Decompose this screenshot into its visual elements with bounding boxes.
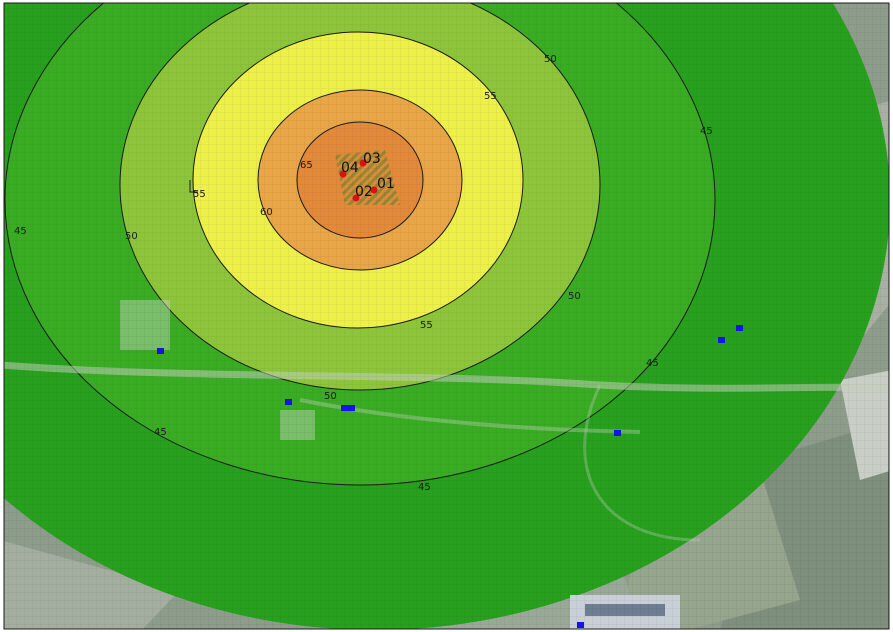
receptors bbox=[157, 325, 743, 628]
turbine-label-03: 03 bbox=[363, 151, 381, 167]
turbine-label-01: 01 bbox=[377, 176, 395, 192]
contour-label: 45 bbox=[418, 482, 431, 493]
contour-label: 50 bbox=[125, 231, 138, 242]
contour-labels: 45 45 45 45 45 50 50 50 50 55 55 55 60 6… bbox=[14, 54, 713, 493]
contour-label: 55 bbox=[484, 91, 497, 102]
receptor-marker[interactable] bbox=[614, 430, 621, 436]
contour-label: 45 bbox=[14, 226, 27, 237]
receptor-marker[interactable] bbox=[341, 405, 348, 411]
contour-label: 50 bbox=[568, 291, 581, 302]
turbine-marker-04[interactable] bbox=[339, 170, 347, 178]
turbine-marker-02[interactable] bbox=[352, 194, 360, 202]
receptor-marker[interactable] bbox=[736, 325, 743, 331]
contour-label: 55 bbox=[193, 189, 206, 200]
receptor-marker[interactable] bbox=[157, 348, 164, 354]
map-frame bbox=[3, 2, 890, 630]
receptor-marker[interactable] bbox=[577, 622, 584, 628]
contour-label: 45 bbox=[154, 427, 167, 438]
turbine-label-04: 04 bbox=[341, 160, 359, 176]
turbine-marker-01[interactable] bbox=[370, 186, 378, 194]
contour-label: 55 bbox=[420, 320, 433, 331]
turbine-label-02: 02 bbox=[355, 184, 373, 200]
contour-label: 60 bbox=[260, 207, 273, 218]
turbines: 04 03 02 01 bbox=[339, 151, 395, 202]
receptor-marker[interactable] bbox=[718, 337, 725, 343]
contour-label: 50 bbox=[544, 54, 557, 65]
receptor-marker[interactable] bbox=[348, 405, 355, 411]
contour-label: 50 bbox=[324, 391, 337, 402]
contour-label: 45 bbox=[646, 358, 659, 369]
contour-label: 65 bbox=[300, 160, 313, 171]
turbine-marker-03[interactable] bbox=[359, 159, 367, 167]
receptor-marker[interactable] bbox=[285, 399, 292, 405]
label-tick bbox=[189, 180, 198, 193]
contour-label: 45 bbox=[700, 126, 713, 137]
